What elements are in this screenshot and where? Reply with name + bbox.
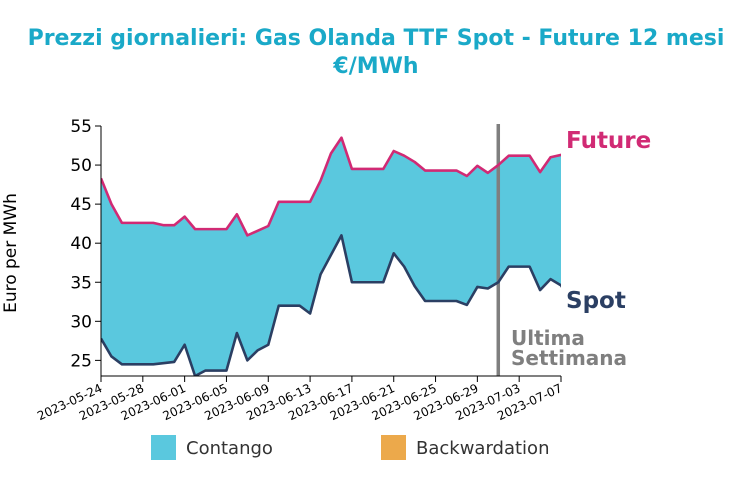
spot-series-label: Spot: [566, 288, 626, 314]
y-tick-label: 45: [70, 195, 92, 215]
y-tick-label: 40: [70, 234, 92, 254]
y-tick-label: 25: [70, 351, 92, 371]
future-line: [101, 136, 561, 237]
y-tick-label: 30: [70, 312, 92, 332]
y-tick-label: 55: [70, 117, 92, 137]
legend-label-contango: Contango: [186, 438, 273, 459]
legend-label-backwardation: Backwardation: [416, 438, 549, 459]
chart-subtitle: €/MWh: [333, 54, 419, 79]
legend-swatch-backwardation: [381, 435, 406, 460]
last-week-label-line: Settimana: [511, 346, 627, 370]
chart-title: Prezzi giornalieri: Gas Olanda TTF Spot …: [27, 26, 725, 51]
spot-line: [101, 234, 561, 376]
contango-area: [101, 137, 561, 376]
y-axis-label: Euro per MWh: [1, 193, 21, 313]
future-series-label: Future: [566, 128, 651, 154]
legend-swatch-contango: [151, 435, 176, 460]
y-tick-label: 35: [70, 273, 92, 293]
last-week-label-line: Ultima: [511, 326, 585, 350]
y-tick-label: 50: [70, 156, 92, 176]
